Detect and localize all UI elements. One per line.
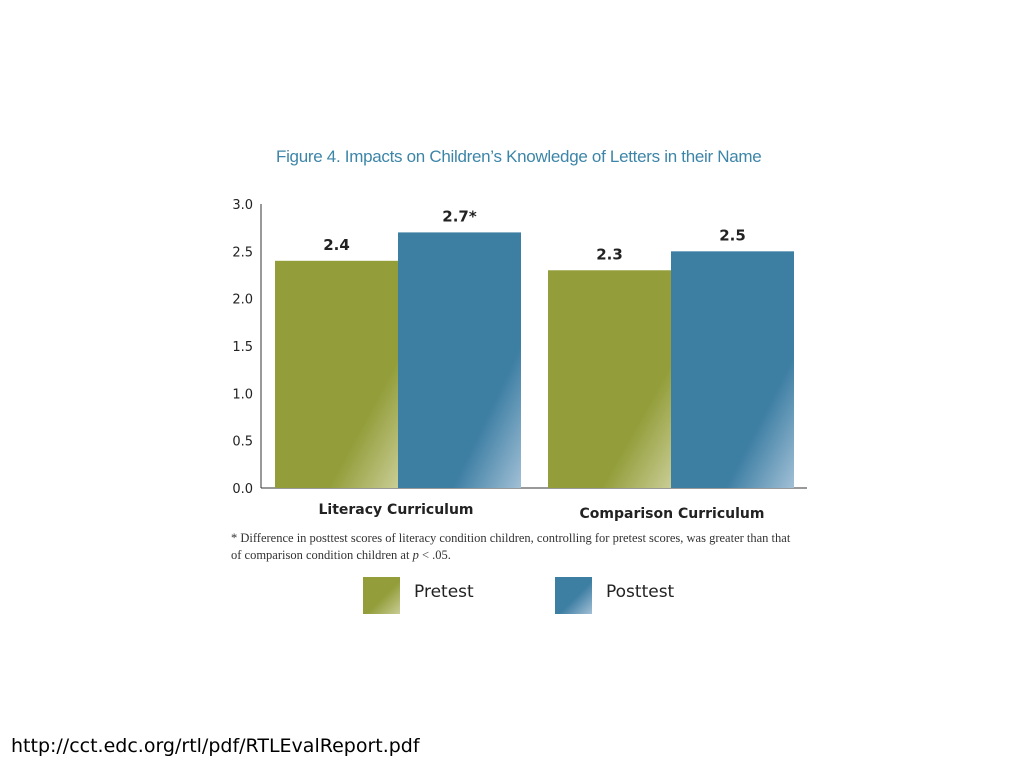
legend-item-posttest: Posttest bbox=[555, 576, 674, 614]
bars bbox=[275, 232, 794, 488]
data-label: 2.4 bbox=[323, 236, 350, 254]
data-label: 2.5 bbox=[719, 226, 746, 244]
bar-posttest-2 bbox=[671, 251, 794, 488]
chart-title: Figure 4. Impacts on Children’s Knowledg… bbox=[276, 147, 762, 166]
y-tick-label: 3.0 bbox=[232, 198, 253, 213]
data-label: 2.7* bbox=[442, 207, 477, 225]
bar-pretest-2 bbox=[548, 270, 671, 488]
legend-swatch-posttest bbox=[555, 576, 592, 614]
footnote-text-after: < .05. bbox=[418, 548, 451, 562]
legend-label-posttest: Posttest bbox=[606, 582, 675, 602]
category-label: Comparison Curriculum bbox=[580, 506, 765, 522]
data-label: 2.3 bbox=[596, 245, 623, 263]
category-label: Literacy Curriculum bbox=[318, 502, 473, 518]
data-labels: 2.4 2.7* 2.3 2.5 bbox=[323, 207, 746, 263]
footnote-p-symbol: p bbox=[412, 548, 419, 562]
y-tick-label: 0.5 bbox=[232, 435, 253, 450]
footnote: * Difference in posttest scores of liter… bbox=[231, 530, 801, 564]
y-tick-label: 1.0 bbox=[232, 387, 253, 402]
y-tick-label: 2.5 bbox=[232, 245, 253, 260]
category-labels: Literacy Curriculum Comparison Curriculum bbox=[318, 502, 764, 522]
bar-pretest-1 bbox=[275, 260, 398, 488]
legend-item-pretest: Pretest bbox=[363, 576, 474, 614]
legend-swatch-pretest bbox=[363, 576, 400, 614]
y-tick-label: 0.0 bbox=[232, 482, 253, 497]
y-axis: 0.0 0.5 1.0 1.5 2.0 2.5 3.0 bbox=[232, 198, 807, 497]
footnote-text-before: * Difference in posttest scores of liter… bbox=[231, 531, 791, 562]
legend-label-pretest: Pretest bbox=[414, 582, 474, 602]
source-url: http://cct.edc.org/rtl/pdf/RTLEvalReport… bbox=[11, 735, 420, 757]
y-tick-label: 1.5 bbox=[232, 340, 253, 355]
bar-posttest-1 bbox=[398, 232, 521, 488]
y-tick-label: 2.0 bbox=[232, 293, 253, 308]
